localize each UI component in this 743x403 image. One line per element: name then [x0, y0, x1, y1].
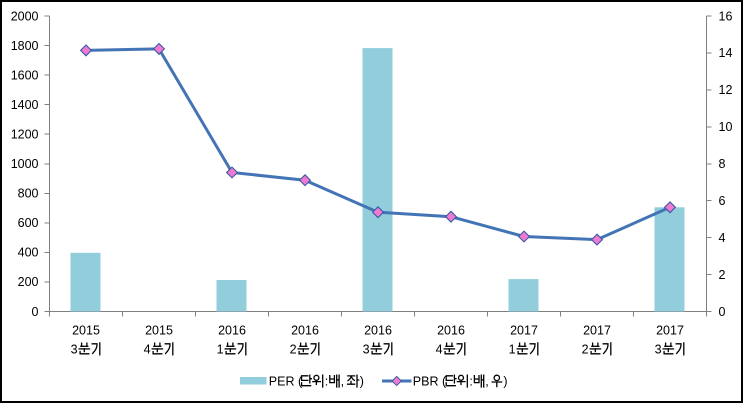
svg-text:10: 10 [719, 120, 733, 134]
svg-text:,: , [485, 374, 488, 388]
svg-text::: : [325, 374, 328, 388]
svg-text:1000: 1000 [11, 157, 39, 171]
svg-text:0: 0 [719, 305, 726, 319]
svg-text:800: 800 [18, 187, 39, 201]
svg-text:2016: 2016 [364, 323, 392, 337]
svg-text:12: 12 [719, 83, 733, 97]
svg-text:2016: 2016 [291, 323, 319, 337]
svg-text:1: 1 [217, 342, 224, 356]
svg-text:1400: 1400 [11, 98, 39, 112]
svg-text:1200: 1200 [11, 128, 39, 142]
svg-text:2016: 2016 [437, 323, 465, 337]
svg-text:4: 4 [144, 342, 151, 356]
svg-text:,: , [341, 374, 344, 388]
svg-text::: : [469, 374, 472, 388]
svg-text:2: 2 [290, 342, 297, 356]
svg-text:16: 16 [719, 9, 733, 23]
svg-text:): ) [360, 374, 364, 388]
svg-text:4: 4 [436, 342, 443, 356]
svg-text:): ) [503, 374, 507, 388]
svg-text:400: 400 [18, 246, 39, 260]
svg-text:600: 600 [18, 216, 39, 230]
svg-text:200: 200 [18, 275, 39, 289]
svg-text:3: 3 [71, 342, 78, 356]
svg-text:1600: 1600 [11, 68, 39, 82]
svg-text:1800: 1800 [11, 39, 39, 53]
svg-text:PBR (: PBR ( [413, 374, 447, 388]
svg-text:0: 0 [32, 305, 39, 319]
svg-text:2016: 2016 [218, 323, 246, 337]
svg-text:14: 14 [719, 46, 733, 60]
svg-text:4: 4 [719, 231, 726, 245]
svg-text:2017: 2017 [583, 323, 611, 337]
svg-text:2017: 2017 [510, 323, 538, 337]
svg-text:PER (: PER ( [269, 374, 303, 388]
svg-text:2: 2 [719, 268, 726, 282]
svg-text:2015: 2015 [145, 323, 173, 337]
svg-text:8: 8 [719, 157, 726, 171]
svg-text:2: 2 [582, 342, 589, 356]
svg-text:3: 3 [655, 342, 662, 356]
svg-text:2000: 2000 [11, 9, 39, 23]
svg-text:2017: 2017 [656, 323, 684, 337]
svg-text:2015: 2015 [72, 323, 100, 337]
svg-text:3: 3 [363, 342, 370, 356]
svg-text:6: 6 [719, 194, 726, 208]
svg-text:1: 1 [509, 342, 516, 356]
